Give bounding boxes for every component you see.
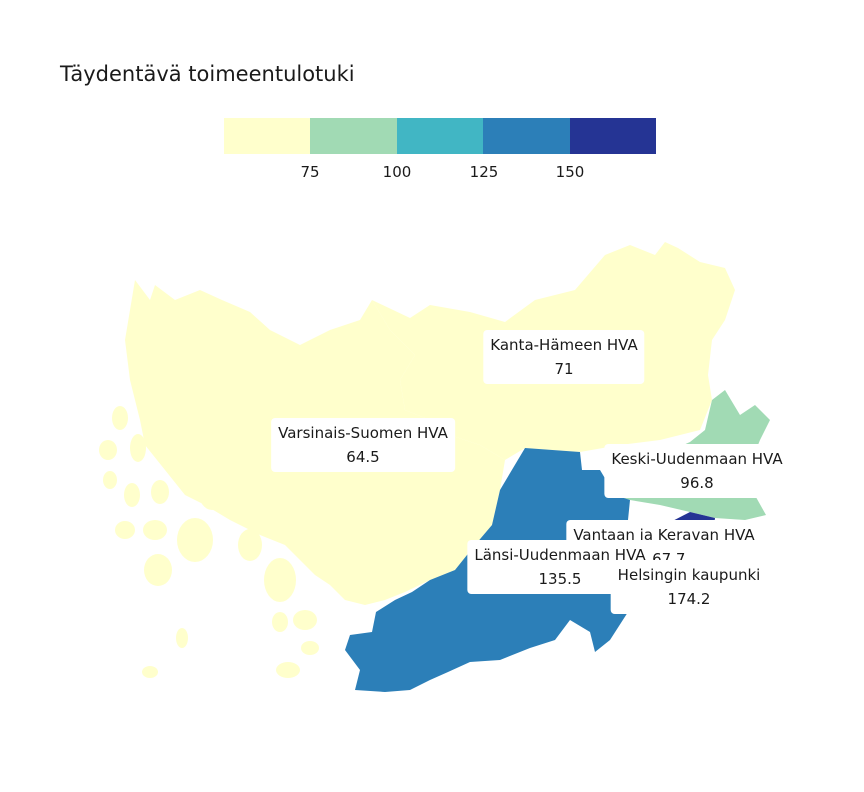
color-legend [224,118,657,154]
region-name: Länsi-Uudenmaan HVA [474,546,646,564]
legend-tick-150: 150 [555,163,585,181]
archipelago-islands [99,406,319,678]
region-label-keski-uusimaa: Keski-Uudenmaan HVA 96.8 [604,444,790,498]
region-name: Vantaan ja Keravan HVA [573,526,755,544]
region-name: Varsinais-Suomen HVA [278,424,448,442]
legend-tick-75: 75 [300,163,320,181]
map-title: Täydentävä toimeentulotuki [60,62,355,86]
region-value: 64.5 [346,448,380,466]
region-name: Kanta-Hämeen HVA [490,336,638,354]
region-value: 174.2 [667,590,711,608]
legend-tick-125: 125 [469,163,499,181]
region-label-helsinki: Helsingin kaupunki 174.2 [610,560,768,614]
region-name: Helsingin kaupunki [617,566,761,584]
region-value: 135.5 [538,570,582,588]
legend-swatch-1 [224,118,311,154]
region-value: 96.8 [680,474,714,492]
region-value: 71 [554,360,574,378]
legend-swatch-4 [483,118,570,154]
legend-tick-100: 100 [382,163,412,181]
region-label-kanta-hame: Kanta-Hämeen HVA 71 [483,330,645,384]
legend-swatch-3 [396,118,484,154]
legend-swatch-2 [310,118,397,154]
region-name: Keski-Uudenmaan HVA [611,450,783,468]
region-label-varsinais-suomi: Varsinais-Suomen HVA 64.5 [271,418,455,472]
legend-swatch-5 [569,118,657,154]
